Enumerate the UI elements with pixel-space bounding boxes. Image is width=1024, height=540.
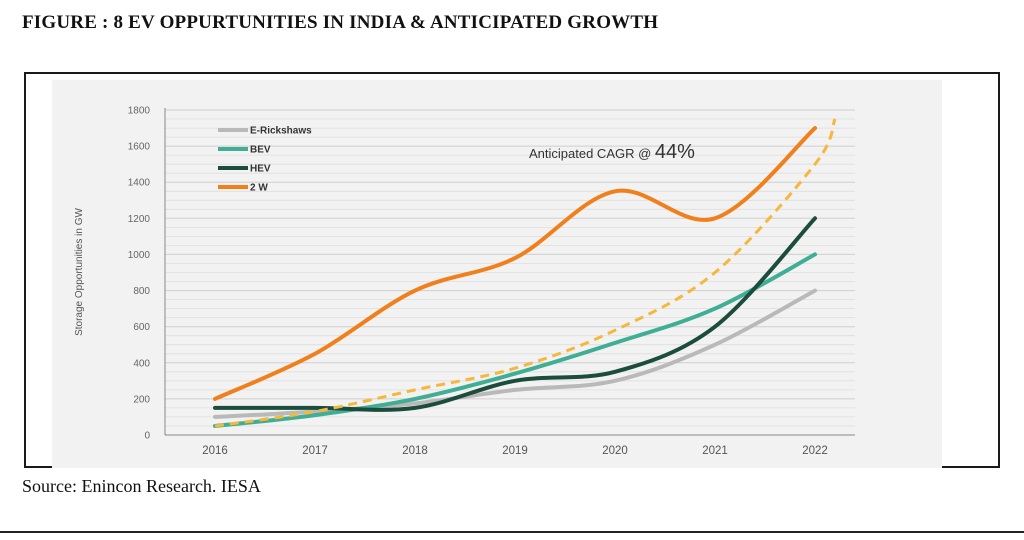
figure-title: FIGURE : 8 EV OPPURTUNITIES IN INDIA & A…	[22, 12, 659, 33]
y-tick-label: 0	[144, 431, 150, 442]
x-tick-label: 2022	[802, 445, 828, 457]
series-line-bev	[213, 252, 817, 428]
legend-label: HEV	[250, 164, 271, 175]
y-tick-label: 1600	[128, 142, 151, 153]
x-tick-label: 2019	[502, 445, 528, 457]
projection-line	[214, 118, 837, 428]
y-axis-label: Storage Opportunities in GW	[74, 208, 85, 336]
legend: E-Rickshaws BEV HEV 2 W	[218, 126, 312, 194]
legend-label: BEV	[250, 145, 271, 156]
x-tick-label: 2020	[602, 445, 628, 457]
grid-lines	[165, 109, 855, 427]
series-line-e-rickshaws	[213, 288, 817, 419]
x-tick-label: 2018	[402, 445, 428, 457]
x-tick-label: 2017	[302, 445, 328, 457]
y-tick-label: 800	[133, 286, 150, 297]
y-tick-label: 1800	[128, 106, 151, 117]
plot-background	[52, 80, 942, 468]
x-tick-label: 2016	[202, 445, 228, 457]
y-tick-label: 1200	[128, 214, 151, 225]
source-note: Source: Enincon Research. IESA	[22, 476, 261, 496]
cagr-value: 44%	[655, 141, 695, 163]
y-tick-label: 400	[133, 358, 150, 369]
y-tick-label: 200	[133, 394, 150, 405]
y-tick-label: 600	[133, 322, 150, 333]
x-tick-labels: 2016 2017 2018 2019 2020 2021 2022	[202, 445, 828, 457]
bottom-divider	[0, 531, 1024, 533]
y-tick-label: 1000	[128, 250, 151, 261]
y-tick-label: 1400	[128, 178, 151, 189]
cagr-annotation: Anticipated CAGR @ 44%	[529, 141, 695, 163]
cagr-prefix: Anticipated CAGR @	[529, 146, 655, 161]
x-tick-label: 2021	[702, 445, 728, 457]
series-lines	[213, 118, 837, 428]
series-line-2-w	[213, 126, 817, 401]
series-line-hev	[213, 216, 817, 412]
y-tick-labels: 0 200 400 600 800 1000 1200 1400 1600 1800	[128, 106, 151, 442]
legend-label: 2 W	[250, 183, 268, 194]
legend-label: E-Rickshaws	[250, 126, 312, 137]
